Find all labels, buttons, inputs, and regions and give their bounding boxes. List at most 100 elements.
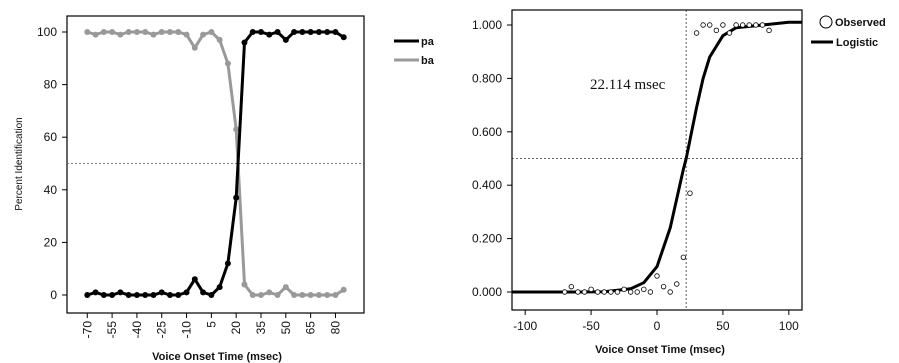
data-point-ba (233, 126, 240, 133)
data-point-ba (258, 292, 264, 298)
data-point-ba (100, 29, 107, 35)
right-x-tick-label: 0 (654, 319, 661, 333)
data-point-ba (332, 292, 339, 298)
observed-point (753, 22, 759, 28)
left-plot-frame (66, 15, 365, 314)
right-x-axis-title: Voice Onset Time (msec) (595, 344, 725, 356)
data-point-pa (315, 29, 322, 35)
data-point-ba (158, 29, 165, 35)
observed-point (621, 286, 627, 293)
data-point-pa (340, 34, 347, 41)
data-point-ba (84, 29, 91, 35)
data-point-pa (109, 292, 116, 298)
observed-point (594, 289, 601, 295)
observed-point (739, 22, 746, 28)
data-point-pa (133, 292, 140, 298)
data-point-ba (266, 289, 273, 296)
legend-label-ba: ba (421, 55, 435, 67)
data-point-ba (299, 292, 306, 298)
data-point-ba (109, 29, 116, 35)
legend-swatch-observed (819, 15, 833, 29)
left-y-tick-label: 40 (44, 183, 58, 197)
observed-point (707, 22, 713, 28)
left-y-axis-ticks: 0 20 40 60 80 100 (37, 25, 67, 302)
data-point-pa (241, 39, 248, 46)
data-point-ba (183, 31, 190, 38)
data-point-ba (175, 29, 182, 35)
data-point-ba (142, 29, 149, 35)
data-point-pa (191, 276, 198, 283)
data-point-pa (208, 292, 215, 298)
observed-point (700, 22, 706, 28)
data-point-pa (117, 289, 124, 296)
data-point-pa (258, 29, 264, 35)
left-y-tick-label: 20 (44, 235, 58, 249)
observed-point (733, 22, 739, 28)
data-point-pa (274, 29, 281, 35)
data-point-pa (282, 36, 289, 43)
data-point-pa (100, 292, 107, 298)
right-x-axis-ticks: -100 -50 0 50 100 (513, 310, 799, 333)
right-y-axis-ticks: 0.000 0.200 0.400 0.600 0.800 1.000 (472, 18, 512, 299)
left-x-axis-title: Voice Onset Time (msec) (152, 351, 282, 363)
left-series-group (84, 29, 347, 298)
observed-point (713, 27, 720, 34)
observed-point (720, 22, 726, 28)
data-point-pa (224, 260, 231, 267)
data-point-ba (191, 44, 198, 51)
observed-point (575, 289, 581, 295)
data-point-pa (324, 29, 331, 35)
observed-point (674, 281, 680, 287)
left-y-tick-label: 0 (50, 288, 57, 302)
data-point-ba (216, 36, 223, 43)
left-y-tick-label: 80 (44, 78, 58, 92)
data-point-ba (340, 286, 347, 293)
observed-point (766, 27, 772, 34)
data-point-ba (200, 31, 207, 38)
data-point-pa (92, 289, 99, 296)
observed-point (687, 190, 693, 196)
right-y-tick-label: 0.000 (472, 285, 502, 299)
data-point-pa (84, 292, 91, 298)
legend-label-logistic: Logistic (836, 37, 878, 49)
left-y-tick-label: 60 (44, 130, 58, 144)
data-point-pa (291, 29, 298, 35)
left-legend: pa ba (394, 36, 435, 67)
observed-point (627, 289, 634, 295)
data-point-ba (92, 31, 99, 38)
observed-point (680, 254, 687, 260)
left-x-tick-label: -25 (155, 321, 169, 339)
data-point-ba (150, 31, 157, 38)
left-x-tick-label: 20 (229, 321, 243, 335)
observed-point (568, 283, 575, 290)
data-point-pa (158, 289, 165, 296)
observed-point (660, 283, 667, 290)
data-point-ba (241, 281, 248, 288)
left-y-axis-title: Percent Identification (14, 117, 25, 210)
data-point-ba (249, 292, 256, 298)
data-point-pa (216, 284, 223, 291)
annotation-label: 22.114 msec (590, 77, 666, 93)
observed-point (667, 289, 673, 295)
left-x-tick-label: 5 (204, 321, 218, 328)
observed-point (746, 22, 752, 28)
data-point-pa (150, 292, 157, 298)
legend-label-pa: pa (421, 36, 435, 48)
observed-point (601, 289, 607, 295)
left-x-tick-label: -55 (105, 321, 119, 339)
right-legend: Observed Logistic (811, 15, 886, 49)
observed-point (562, 289, 568, 295)
data-point-pa (249, 29, 256, 35)
left-x-tick-label: -70 (80, 321, 94, 339)
right-x-tick-label: -50 (582, 319, 600, 333)
observed-point (641, 286, 647, 293)
data-point-pa (332, 29, 339, 35)
observed-point (614, 289, 621, 295)
data-point-ba (167, 29, 173, 35)
right-y-tick-label: 0.400 (472, 178, 502, 192)
data-point-ba (315, 292, 322, 298)
left-x-tick-label: 65 (304, 321, 318, 335)
data-point-pa (266, 31, 273, 38)
